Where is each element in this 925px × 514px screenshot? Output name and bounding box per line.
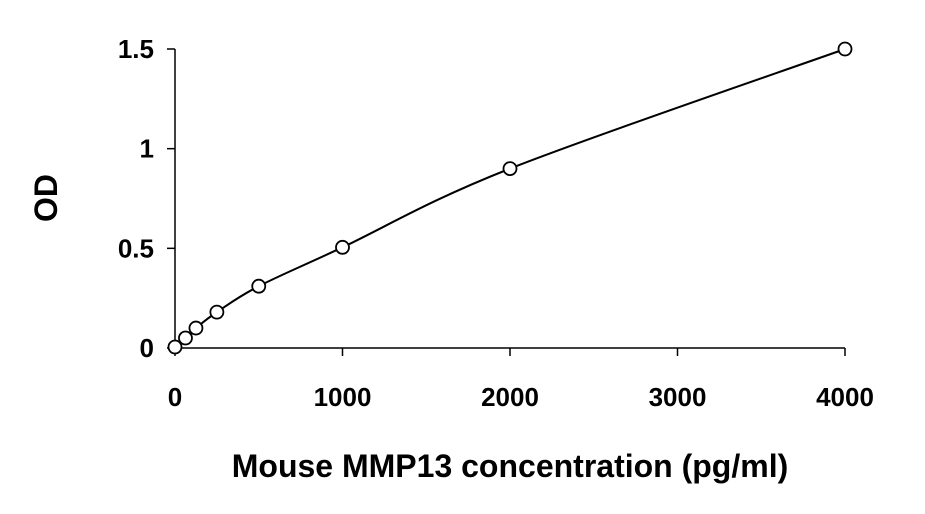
data-markers: [167, 41, 853, 355]
x-ticks: 0 1000 2000 3000 4000: [168, 348, 874, 412]
data-point: [251, 278, 267, 294]
y-ticks: 0 0.5 1 1.5: [118, 34, 175, 363]
y-axis-title: OD: [28, 174, 64, 222]
data-point: [837, 41, 853, 57]
data-point: [188, 320, 204, 336]
x-tick-label: 3000: [649, 382, 707, 412]
x-tick-label: 4000: [816, 382, 874, 412]
data-point: [167, 339, 183, 355]
x-axis-title: Mouse MMP13 concentration (pg/ml): [232, 448, 788, 484]
y-tick-label: 0.5: [118, 233, 154, 263]
trend-curve: [174, 48, 846, 348]
x-tick-label: 0: [168, 382, 182, 412]
x-tick-label: 2000: [481, 382, 539, 412]
x-tick-label: 1000: [314, 382, 372, 412]
axes: [174, 49, 845, 349]
data-point: [502, 161, 518, 177]
data-point: [178, 330, 193, 346]
y-tick-label: 1: [140, 134, 154, 164]
data-point: [209, 304, 225, 320]
y-tick-label: 0: [140, 333, 154, 363]
data-point: [335, 239, 350, 255]
y-tick-label: 1.5: [118, 34, 154, 64]
